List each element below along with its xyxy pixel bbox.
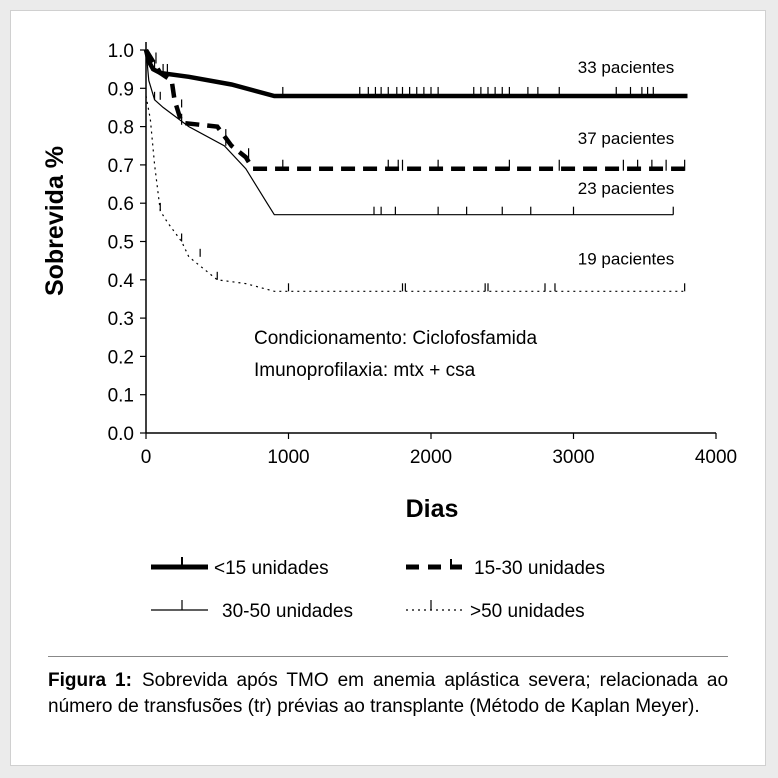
series-n-label: 23 pacientes [578,179,674,198]
caption-label: Figura 1: [48,670,132,691]
y-tick-label: 0.7 [108,156,134,177]
series-layer [143,48,688,292]
legend-item-15-30: 15-30 unidades [406,558,605,579]
series-n-label: 37 pacientes [578,129,674,148]
series-line-50-unidades [145,95,685,292]
legend-item-30-50: 30-50 unidades [151,600,353,622]
y-tick-label: 0.2 [108,347,134,368]
legend-item-gt50: >50 unidades [406,600,585,622]
x-tick-label: 2000 [410,447,452,468]
series-n-label: 33 pacientes [578,58,674,77]
x-tick-label: 4000 [695,447,737,468]
labels-layer: 33 pacientes 37 pacientes 23 pacientes 19 p… [578,58,674,268]
series-n-label: 19 pacientes [578,250,674,269]
x-tick-label: 1000 [267,447,309,468]
legend-label: >50 unidades [470,601,585,622]
series-line-15-unidades [143,49,688,99]
survival-chart: 0.0 0.1 0.2 0.3 0.4 0.5 0.6 0.7 0.8 0.9 1.0 0 1000 20… [41,41,738,622]
legend: <15 unidades 15-30 unidades 30-50 unidad… [151,557,605,622]
x-axis-title: Dias [406,495,459,523]
y-tick-label: 0.6 [108,194,134,215]
conditioning-note: Condicionamento: Ciclofosfamida [254,328,537,349]
caption-divider [48,656,728,657]
legend-item-lt15: <15 unidades [151,557,329,579]
series-line-30-50-unidades [145,49,674,216]
figure-caption: Figura 1: Sobrevida após TMO em anemia ap… [48,668,728,720]
prophylaxis-note: Imunoprofilaxia: mtx + csa [254,360,476,381]
figure-panel: 0.0 0.1 0.2 0.3 0.4 0.5 0.6 0.7 0.8 0.9 1.0 0 1000 20… [10,10,766,766]
axes: 0.0 0.1 0.2 0.3 0.4 0.5 0.6 0.7 0.8 0.9 1.0 0 1000 20… [108,41,738,468]
legend-label: 30-50 unidades [222,601,353,622]
y-tick-label: 0.3 [108,309,134,330]
y-tick-label: 0.0 [108,424,134,445]
y-tick-label: 0.4 [108,271,135,292]
y-axis-title: Sobrevida % [41,146,69,296]
y-tick-label: 0.8 [108,118,134,139]
x-tick-label: 0 [141,447,152,468]
x-tick-label: 3000 [552,447,594,468]
legend-label: <15 unidades [214,558,329,579]
y-tick-label: 1.0 [108,41,134,62]
caption-text: Sobrevida após TMO em anemia aplástica s… [48,670,729,717]
legend-label: 15-30 unidades [474,558,605,579]
y-tick-label: 0.1 [108,386,134,407]
series-line-15-30-unidades [144,48,685,171]
y-tick-label: 0.5 [108,233,134,254]
y-tick-label: 0.9 [108,79,134,100]
